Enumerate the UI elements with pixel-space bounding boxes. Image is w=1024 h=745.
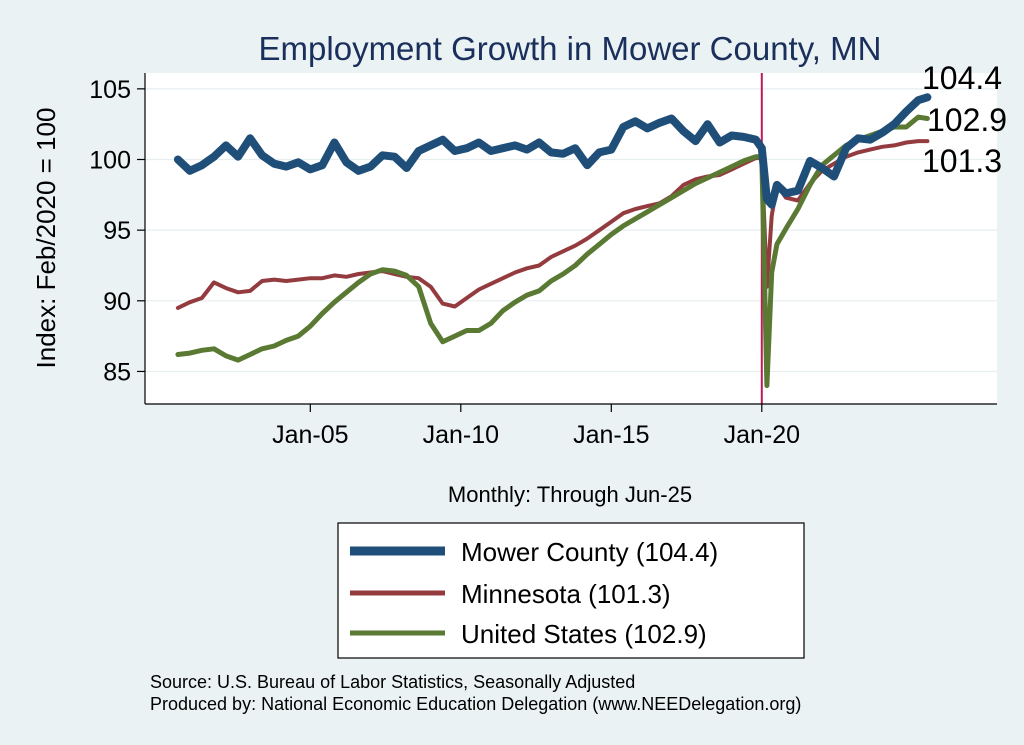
legend-label-us: United States (102.9) bbox=[461, 619, 707, 649]
legend-label-mower: Mower County (104.4) bbox=[461, 537, 718, 567]
legend: Mower County (104.4) Minnesota (101.3) U… bbox=[337, 522, 805, 659]
y-tick-label: 100 bbox=[89, 147, 131, 175]
y-tick-label: 85 bbox=[103, 358, 131, 386]
y-ticks: 85 90 95 100 105 bbox=[89, 76, 145, 386]
x-tick-label: Jan-05 bbox=[272, 421, 348, 449]
y-tick-label: 105 bbox=[89, 76, 131, 104]
x-tick-label: Jan-20 bbox=[724, 421, 800, 449]
y-tick-label: 90 bbox=[103, 288, 131, 316]
series-line-mower bbox=[173, 93, 932, 209]
x-axis-label: Monthly: Through Jun-25 bbox=[448, 482, 692, 507]
series-group bbox=[173, 93, 932, 389]
end-label-mower: 104.4 bbox=[922, 60, 1002, 96]
producer-note: Produced by: National Economic Education… bbox=[150, 694, 801, 714]
grid bbox=[145, 88, 997, 373]
series-line-minnesota bbox=[175, 139, 930, 310]
legend-label-minnesota: Minnesota (101.3) bbox=[461, 579, 671, 609]
x-ticks: Jan-05 Jan-10 Jan-15 Jan-20 bbox=[272, 404, 800, 449]
y-axis-label: Index: Feb/2020 = 100 bbox=[31, 108, 61, 369]
series-line-us bbox=[175, 114, 930, 389]
x-tick-label: Jan-15 bbox=[573, 421, 649, 449]
end-label-us: 102.9 bbox=[927, 102, 1007, 138]
end-label-minnesota: 101.3 bbox=[922, 143, 1002, 179]
plot-area bbox=[145, 73, 997, 404]
x-tick-label: Jan-10 bbox=[423, 421, 499, 449]
chart-title: Employment Growth in Mower County, MN bbox=[259, 30, 882, 67]
source-note: Source: U.S. Bureau of Labor Statistics,… bbox=[150, 672, 635, 692]
y-tick-label: 95 bbox=[103, 217, 131, 245]
